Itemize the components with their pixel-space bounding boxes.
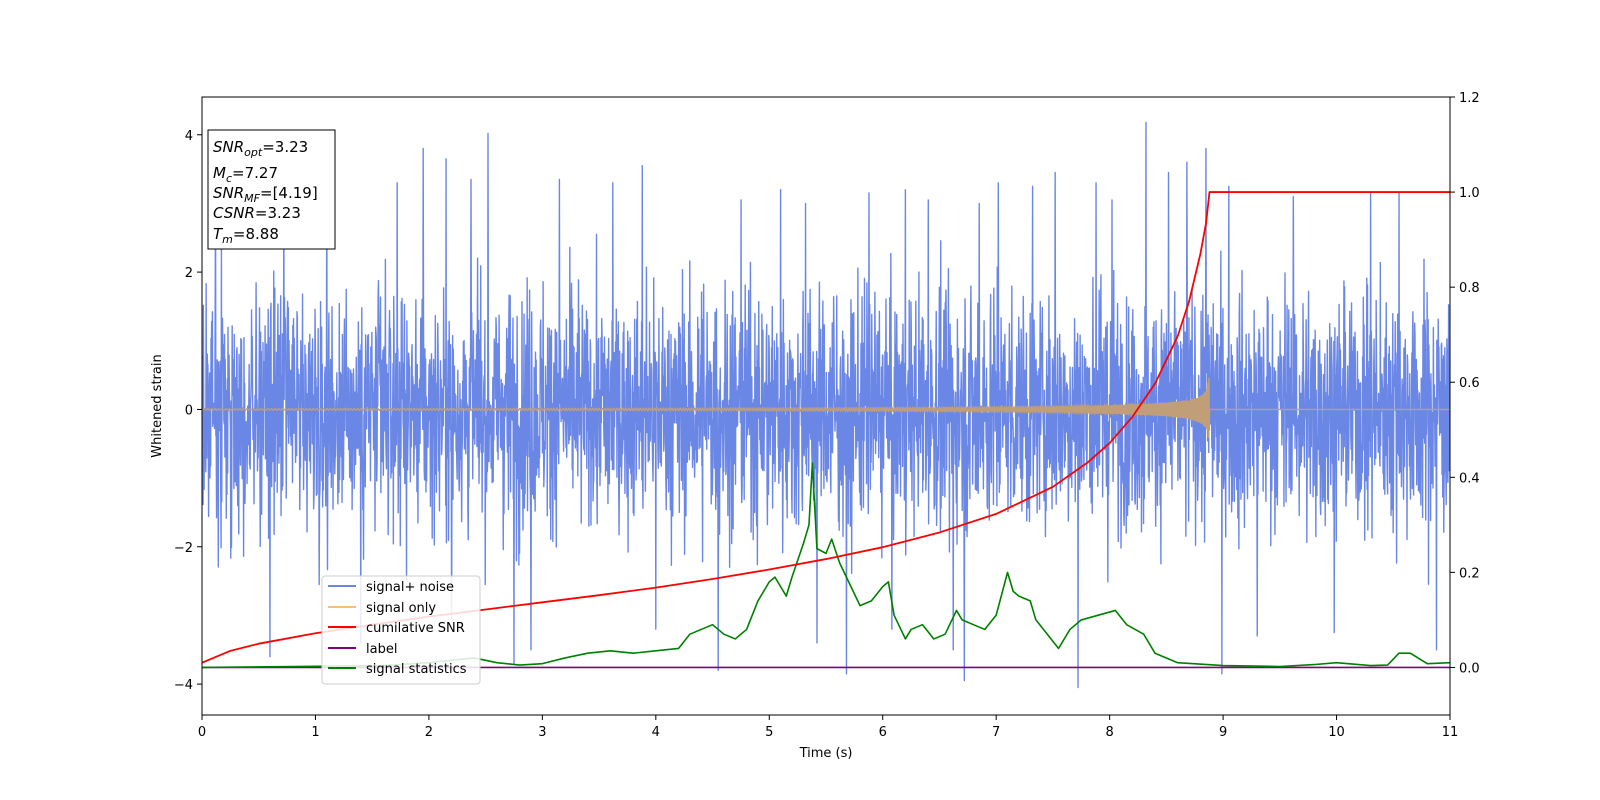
y-right-tick-label: 0.6 bbox=[1459, 376, 1480, 391]
x-tick-label: 8 bbox=[1105, 725, 1113, 740]
y-left-tick-label: −2 bbox=[174, 541, 193, 556]
x-tick-label: 7 bbox=[992, 725, 1000, 740]
x-tick-label: 9 bbox=[1219, 725, 1227, 740]
info-tm-value: 8.88 bbox=[245, 225, 278, 243]
right-y-axis: 1.2 1.0 0.8 0.6 0.4 0.2 0.0 bbox=[1450, 91, 1480, 676]
x-axis-label: Time (s) bbox=[799, 746, 853, 761]
x-tick-label: 6 bbox=[879, 725, 887, 740]
info-box: SNRopt=3.23 Mc=7.27 SNRMF=[4.19] CSNR=3.… bbox=[207, 129, 336, 250]
x-tick-label: 4 bbox=[652, 725, 660, 740]
info-csnr: CSNR=3.23 bbox=[213, 204, 301, 222]
x-tick-label: 1 bbox=[311, 725, 319, 740]
info-csnr-value: 3.23 bbox=[268, 204, 301, 222]
y-right-tick-label: 0.2 bbox=[1459, 566, 1480, 581]
y-right-tick-label: 1.0 bbox=[1459, 186, 1480, 201]
x-tick-label: 0 bbox=[198, 725, 206, 740]
info-box-frame bbox=[207, 129, 336, 250]
legend-label-signal-only: signal only bbox=[366, 601, 436, 616]
legend-label-cumulative-snr: cumilative SNR bbox=[366, 621, 465, 636]
info-mc-value: 7.27 bbox=[245, 164, 278, 182]
x-axis: 0 1 2 3 4 5 6 7 8 9 10 11 bbox=[198, 715, 1458, 740]
x-tick-label: 3 bbox=[538, 725, 546, 740]
y-right-tick-label: 0.8 bbox=[1459, 281, 1480, 296]
info-snr-opt-value: 3.23 bbox=[275, 138, 308, 156]
legend-label-signal-noise: signal+ noise bbox=[366, 580, 454, 595]
legend-entry-cumulative-snr: cumilative SNR bbox=[328, 621, 465, 636]
legend-entry-label: label bbox=[328, 642, 397, 657]
info-snr-mf: SNRMF=[4.19] bbox=[213, 184, 318, 205]
legend-label-label: label bbox=[366, 642, 397, 657]
legend-entry-signal-only: signal only bbox=[328, 601, 436, 616]
series-signal-noise-line bbox=[202, 121, 1450, 689]
x-tick-label: 11 bbox=[1442, 725, 1459, 740]
info-snr-opt: SNRopt=3.23 bbox=[213, 138, 308, 159]
series-signal-statistics-line bbox=[202, 462, 1450, 669]
info-mc: Mc=7.27 bbox=[213, 164, 278, 185]
y-left-tick-label: 0 bbox=[185, 403, 193, 418]
legend-entry-signal-statistics: signal statistics bbox=[328, 662, 467, 677]
x-tick-label: 2 bbox=[425, 725, 433, 740]
plot-frame bbox=[201, 96, 1451, 716]
x-tick-label: 10 bbox=[1328, 725, 1345, 740]
y-axis-label: Whitened strain bbox=[150, 354, 165, 457]
legend-frame bbox=[321, 575, 481, 685]
y-right-tick-label: 0.0 bbox=[1459, 661, 1480, 676]
left-y-axis: 4 2 0 −2 −4 bbox=[174, 129, 202, 693]
x-tick-label: 5 bbox=[765, 725, 773, 740]
info-snr-mf-value: [4.19] bbox=[273, 184, 318, 202]
legend-entry-signal-noise: signal+ noise bbox=[328, 580, 454, 595]
y-right-tick-label: 0.4 bbox=[1459, 471, 1480, 486]
legend: signal+ noise signal only cumilative SNR… bbox=[321, 575, 481, 685]
y-left-tick-label: 4 bbox=[185, 129, 193, 144]
info-tm: Tm=8.88 bbox=[213, 225, 279, 246]
legend-label-signal-statistics: signal statistics bbox=[366, 662, 467, 677]
series-signal-only-line bbox=[202, 377, 1450, 438]
y-left-tick-label: 2 bbox=[185, 266, 193, 281]
y-left-tick-label: −4 bbox=[174, 678, 193, 693]
y-right-tick-label: 1.2 bbox=[1459, 91, 1480, 106]
